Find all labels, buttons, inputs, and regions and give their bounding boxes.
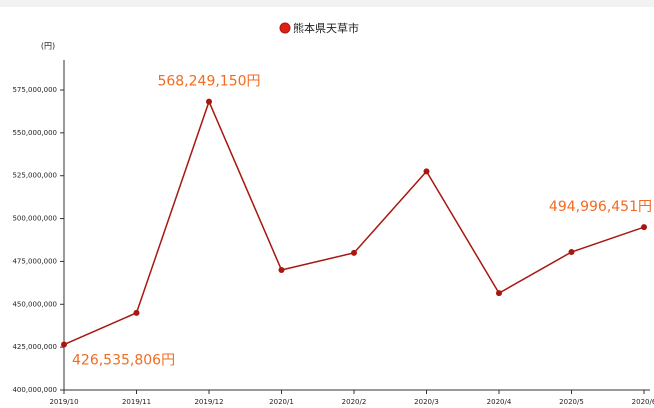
x-tick-label: 2020/1 (269, 398, 294, 406)
point (351, 249, 357, 256)
value-label: 568,249,150円 (157, 74, 260, 90)
point (278, 267, 285, 273)
x-tick-label: 2019/11 (122, 398, 151, 406)
point (206, 98, 212, 105)
x-tick-label: 2020/5 (559, 398, 584, 406)
x-tick-label: 2020/6 (632, 398, 654, 406)
x-tick-label: 2020/3 (414, 398, 439, 406)
x-tick-label: 2020/2 (342, 398, 367, 406)
y-tick-label: 425,000,000 (12, 343, 57, 351)
y-tick-label: 500,000,000 (12, 215, 57, 223)
y-tick-label: 400,000,000 (12, 386, 57, 394)
point (61, 341, 67, 348)
value-label: 426,535,806円 (72, 353, 175, 369)
unit-label: (円) (41, 42, 55, 51)
y-tick-label: 575,000,000 (12, 86, 57, 94)
x-tick-label: 2019/12 (194, 398, 223, 406)
y-tick-label: 450,000,000 (12, 300, 57, 308)
value-label: 494,996,451円 (549, 199, 652, 215)
y-tick-label: 525,000,000 (12, 172, 57, 180)
point (133, 309, 140, 316)
top-bar (0, 0, 654, 7)
line (63, 99, 645, 346)
point (423, 168, 430, 175)
x-tick-label: 2020/4 (487, 398, 512, 406)
point (496, 290, 502, 297)
legend-label: 熊本県天草市 (293, 21, 359, 35)
x-tick-label: 2019/10 (49, 398, 78, 406)
y-tick-label: 550,000,000 (12, 129, 57, 137)
point (568, 249, 575, 255)
point (641, 224, 647, 231)
y-tick-label: 475,000,000 (12, 257, 57, 265)
legend-marker (279, 22, 291, 34)
